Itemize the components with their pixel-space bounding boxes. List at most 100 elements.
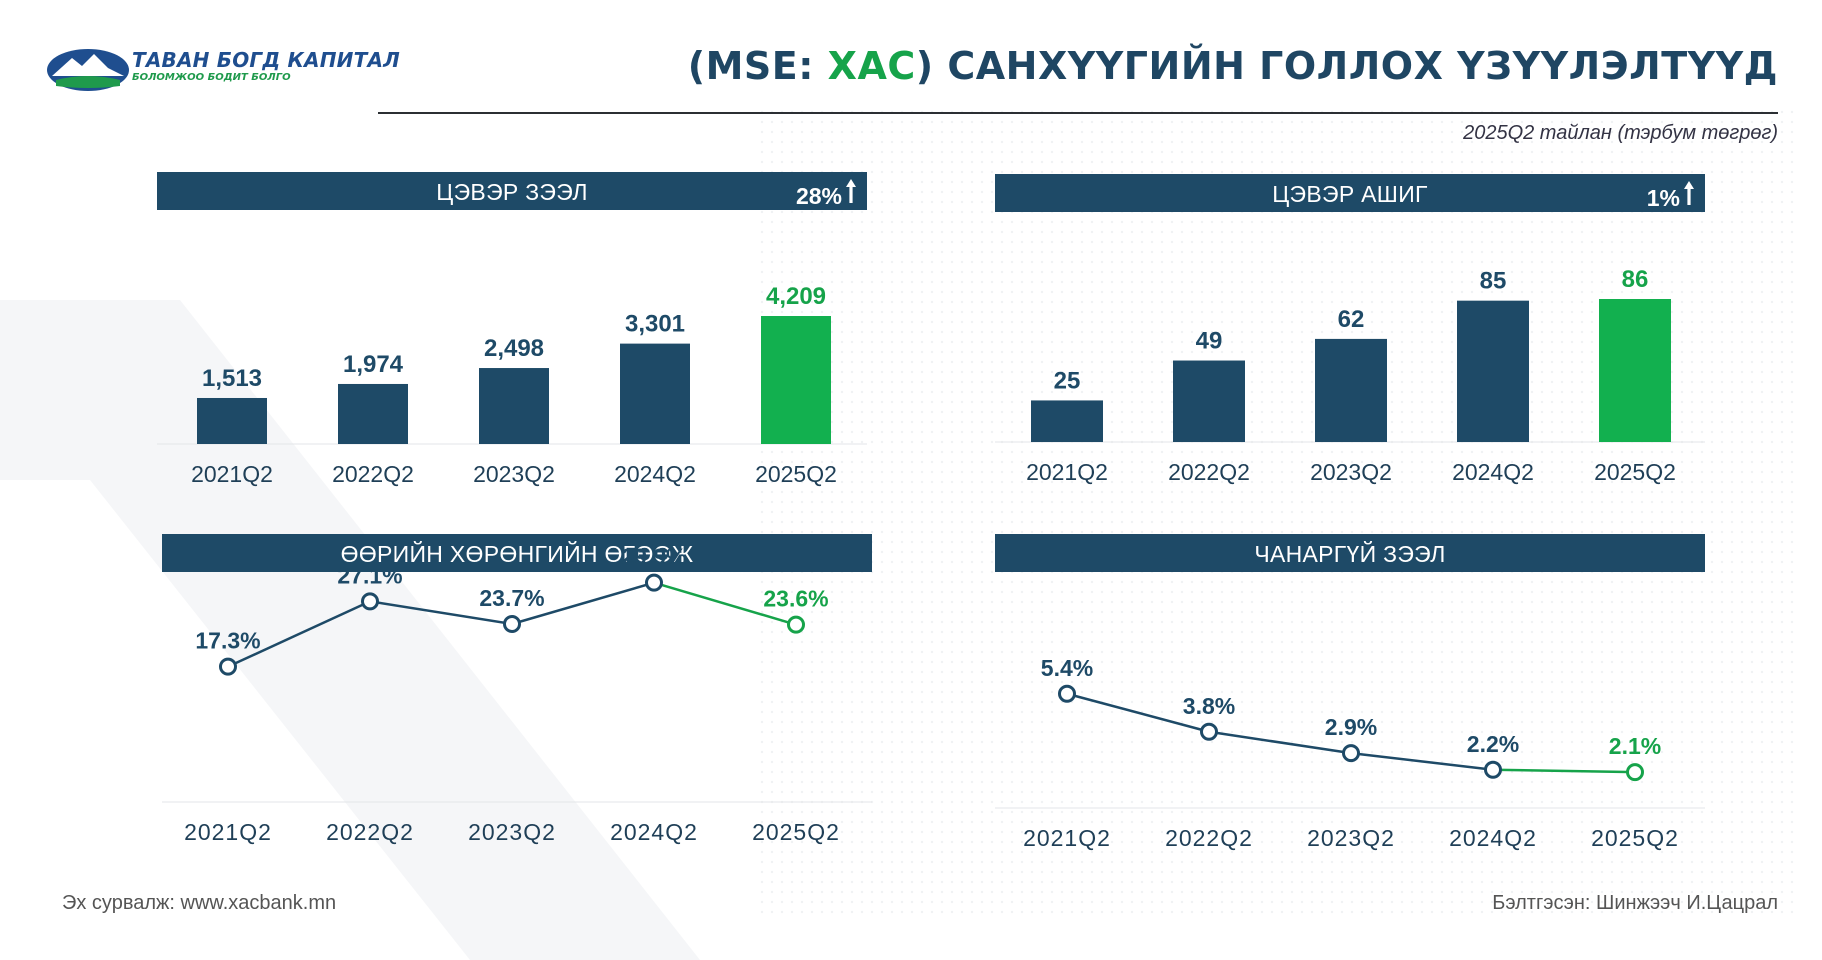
x-tick-label: 2024Q2 — [1452, 459, 1534, 485]
net-profit-panel: ЦЭВЭР АШИГ 1% 25 2021Q2 49 2022Q2 62 2023Q2 85… — [995, 174, 1705, 504]
data-label: 49 — [1196, 328, 1223, 355]
data-label: 2.9% — [1325, 714, 1377, 740]
net-loans-panel: ЦЭВЭР ЗЭЭЛ 28% 1,513 2021Q2 1,974 2022Q2 2,4… — [157, 172, 867, 502]
title-prefix: (MSE: — [687, 44, 828, 88]
data-label: 23.6% — [763, 586, 828, 612]
data-label: 62 — [1338, 306, 1365, 333]
x-tick-label: 2023Q2 — [1310, 459, 1392, 485]
panel-title: ЧАНАРГҮЙ ЗЭЭЛ — [1254, 541, 1446, 567]
series-line-segment — [653, 581, 797, 626]
panel-title: ЦЭВЭР ЗЭЭЛ — [436, 179, 588, 205]
x-tick-label: 2024Q2 — [1449, 825, 1537, 851]
point-2025Q2 — [787, 615, 805, 634]
bar-2021Q2 — [197, 397, 267, 444]
company-logo: ТАВАН БОГД КАПИТАЛ БОЛОМЖОО БОДИТ БОЛГО — [46, 46, 400, 92]
x-tick-label: 2024Q2 — [614, 461, 696, 487]
data-label: 2,498 — [484, 335, 544, 362]
net-profit-bar-chart: 25 2021Q2 49 2022Q2 62 2023Q2 85 2024Q2 86 2025Q2 — [995, 266, 1705, 485]
series-line-segment — [227, 600, 371, 668]
x-tick-label: 2021Q2 — [1026, 459, 1108, 485]
data-label: 2.1% — [1609, 733, 1661, 759]
data-label: 1,974 — [343, 351, 404, 378]
bar-2025Q2 — [1599, 299, 1671, 442]
point-2023Q2 — [1342, 744, 1360, 763]
series-line-segment — [1492, 768, 1636, 774]
growth-badge: 28% — [796, 178, 857, 210]
title-ticker: ХАС — [827, 44, 916, 88]
x-tick-label: 2022Q2 — [1168, 459, 1250, 485]
point-2022Q2 — [361, 592, 379, 611]
bar-2023Q2 — [479, 368, 549, 444]
data-label: 86 — [1622, 266, 1649, 293]
bar-2022Q2 — [1173, 360, 1245, 442]
point-2024Q2 — [645, 573, 663, 592]
bar-2023Q2 — [1315, 338, 1387, 442]
x-tick-label: 2025Q2 — [752, 819, 840, 845]
panel-title: ӨӨРИЙН ХӨРӨНГИЙН ӨГӨӨЖ — [340, 541, 694, 567]
title-suffix: ) САНХҮҮГИЙН ГОЛЛОХ ҮЗҮҮЛЭЛТҮҮД — [915, 44, 1778, 88]
growth-value: 1% — [1646, 185, 1680, 211]
data-label: 29.9% — [621, 544, 686, 570]
data-label: 3,301 — [625, 311, 685, 338]
x-tick-label: 2025Q2 — [1591, 825, 1679, 851]
source-note: Эх сурвалж: www.xacbank.mn — [62, 892, 337, 914]
report-note: 2025Q2 тайлан (тэрбум төгрөг) — [1463, 122, 1778, 144]
series-line-segment — [369, 600, 513, 626]
x-tick-label: 2022Q2 — [332, 461, 414, 487]
x-tick-label: 2023Q2 — [1307, 825, 1395, 851]
data-label: 1,513 — [202, 365, 262, 392]
x-tick-label: 2022Q2 — [1165, 825, 1253, 851]
bar-2024Q2 — [1457, 300, 1529, 442]
data-label: 25 — [1054, 367, 1081, 394]
bar-2025Q2 — [761, 316, 831, 444]
page-title: (MSE: ХАС) САНХҮҮГИЙН ГОЛЛОХ ҮЗҮҮЛЭЛТҮҮД — [688, 44, 1778, 88]
data-label: 3.8% — [1183, 693, 1235, 719]
x-tick-label: 2023Q2 — [468, 819, 556, 845]
data-label: 5.4% — [1041, 655, 1093, 681]
prepared-by-note: Бэлтгэсэн: Шинжээч И.Цацрал — [1492, 892, 1778, 914]
data-label: 27.1% — [337, 562, 402, 588]
data-label: 4,209 — [766, 283, 826, 310]
npl-line-chart: 5.4% 2021Q2 3.8% 2022Q2 2.9% 2023Q2 2.2% 2024Q2… — [995, 655, 1705, 851]
net-loans-bar-chart: 1,513 2021Q2 1,974 2022Q2 2,498 2023Q2 3,301 20… — [157, 283, 867, 487]
point-2021Q2 — [1058, 684, 1076, 703]
growth-badge: 1% — [1647, 180, 1695, 212]
x-tick-label: 2024Q2 — [610, 819, 698, 845]
x-tick-label: 2025Q2 — [1594, 459, 1676, 485]
point-2025Q2 — [1626, 763, 1644, 782]
panel-header: ЧАНАРГҮЙ ЗЭЭЛ — [995, 534, 1705, 572]
logo-name: ТАВАН БОГД КАПИТАЛ — [132, 48, 400, 72]
roe-panel: ӨӨРИЙН ХӨРӨНГИЙН ӨГӨӨЖ 17.3% 2021Q2 27.1% 2… — [162, 534, 872, 864]
bar-2021Q2 — [1031, 400, 1103, 442]
series-line-segment — [1350, 751, 1494, 771]
series-line-segment — [1208, 730, 1352, 755]
logo-tagline: БОЛОМЖОО БОДИТ БОЛГО — [132, 72, 291, 83]
arrow-up-icon — [1683, 180, 1695, 212]
mountain-logo-icon — [47, 49, 129, 91]
title-divider — [378, 112, 1778, 114]
x-tick-label: 2021Q2 — [184, 819, 272, 845]
bar-2022Q2 — [338, 383, 408, 444]
roe-line-chart: 17.3% 2021Q2 27.1% 2022Q2 23.7% 2023Q2 29.9% 20… — [162, 544, 872, 845]
data-label: 17.3% — [195, 628, 260, 654]
panel-header: ЦЭВЭР АШИГ 1% — [995, 174, 1705, 212]
x-tick-label: 2023Q2 — [473, 461, 555, 487]
growth-value: 28% — [795, 183, 842, 209]
panel-header: ӨӨРИЙН ХӨРӨНГИЙН ӨГӨӨЖ — [162, 534, 872, 572]
point-2023Q2 — [503, 615, 521, 633]
arrow-up-icon — [845, 178, 857, 210]
x-tick-label: 2021Q2 — [191, 461, 273, 487]
panel-title: ЦЭВЭР АШИГ — [1272, 181, 1428, 207]
series-line-segment — [1066, 692, 1210, 733]
series-line-segment — [511, 581, 655, 626]
npl-panel: ЧАНАРГҮЙ ЗЭЭЛ 5.4% 2021Q2 3.8% 2022Q2 2.9% 20… — [995, 534, 1705, 864]
point-2021Q2 — [219, 657, 237, 676]
bar-2024Q2 — [620, 343, 690, 444]
x-tick-label: 2025Q2 — [755, 461, 837, 487]
x-tick-label: 2021Q2 — [1023, 825, 1111, 851]
data-label: 2.2% — [1467, 731, 1519, 757]
data-label: 85 — [1480, 268, 1507, 295]
data-label: 23.7% — [479, 585, 544, 611]
point-2022Q2 — [1200, 722, 1218, 741]
